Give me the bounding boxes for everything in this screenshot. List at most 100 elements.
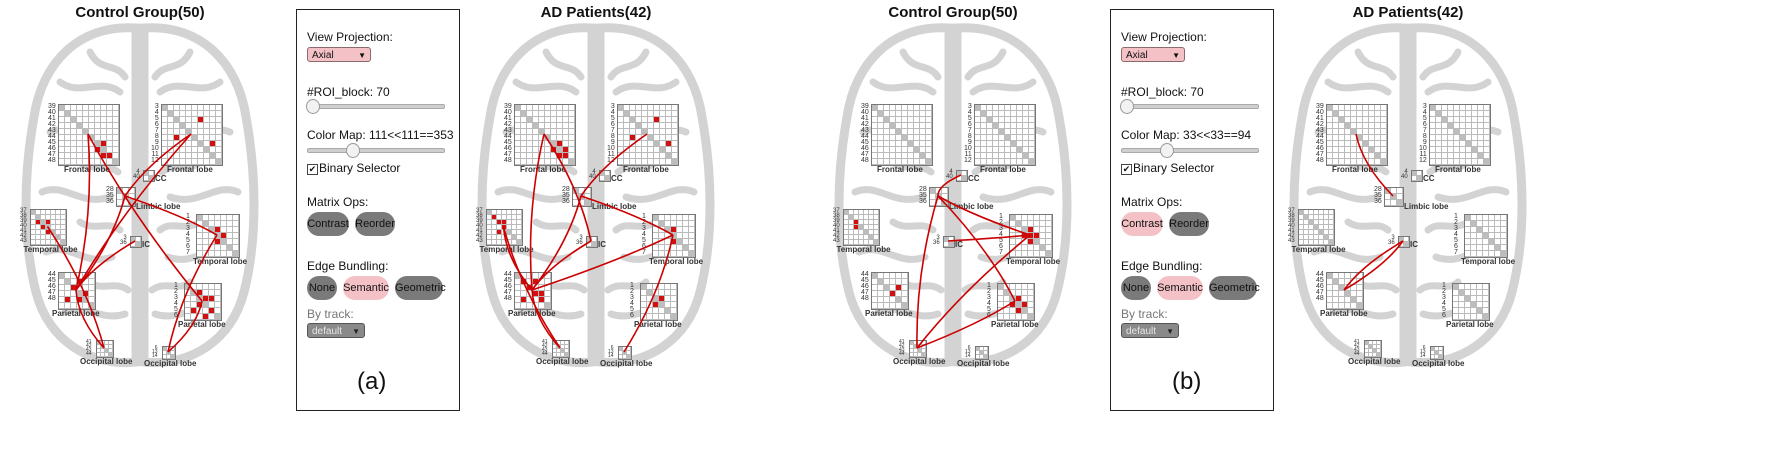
- ic-label: IC: [955, 240, 963, 249]
- parietal-left-matrix[interactable]: [871, 272, 909, 310]
- by-track-dropdown[interactable]: default ▼: [307, 323, 365, 338]
- roi-block-slider[interactable]: [306, 99, 445, 114]
- edge-occipital_left-parietal_left[interactable]: [75, 289, 105, 349]
- edge-limbic-frontal_right[interactable]: [580, 133, 648, 197]
- reorder-button[interactable]: Reorder: [355, 212, 395, 236]
- edge-occipital_right-temporal_right[interactable]: [167, 234, 218, 353]
- matrix-tick-labels: 37 38 39 40 41 42 43: [20, 208, 27, 244]
- bundling-semantic-button[interactable]: Semantic: [343, 276, 389, 300]
- temporal-left-matrix[interactable]: [1298, 209, 1335, 246]
- tick-label: 3: [1391, 235, 1395, 241]
- edge-limbic-temporal_right[interactable]: [937, 195, 1031, 236]
- temporal-left-matrix[interactable]: [843, 209, 880, 246]
- frontal-right-matrix[interactable]: [974, 104, 1036, 166]
- edge-occipital_right-temporal_right[interactable]: [623, 234, 674, 353]
- edge-limbic-temporal_right[interactable]: [124, 195, 218, 236]
- tick-label: 13: [152, 349, 158, 355]
- edge-limbic-frontal_right[interactable]: [124, 133, 192, 197]
- edge-parietal_left-ic[interactable]: [1343, 240, 1404, 291]
- edge-parietal_right-occipital_left[interactable]: [916, 300, 1016, 349]
- contrast-button[interactable]: Contrast: [307, 212, 349, 236]
- temporal-right-matrix[interactable]: [196, 214, 240, 258]
- edge-parietal_left-ic[interactable]: [1343, 240, 1404, 291]
- reorder-button[interactable]: Reorder: [1169, 212, 1209, 236]
- bundling-geometric-button[interactable]: Geometric: [395, 276, 446, 300]
- tick-label: 45: [1316, 277, 1324, 284]
- cc-matrix[interactable]: [1411, 170, 1423, 182]
- edge-temporal_left-parietal_left[interactable]: [502, 226, 533, 291]
- frontal-right-matrix[interactable]: [1429, 104, 1491, 166]
- ic-matrix[interactable]: [943, 236, 955, 248]
- tick-label: 4: [136, 169, 140, 175]
- occipital-right-matrix[interactable]: [1430, 346, 1444, 360]
- temporal-right-matrix[interactable]: [652, 214, 696, 258]
- parietal-right-matrix[interactable]: [640, 283, 678, 321]
- parietal-right-matrix[interactable]: [1452, 283, 1490, 321]
- view-projection-dropdown[interactable]: Axial ▼: [307, 47, 371, 62]
- edge-parietal_left-temporal_right[interactable]: [531, 234, 674, 291]
- tick-label: 44: [1316, 133, 1324, 140]
- occipital-right-matrix[interactable]: [162, 346, 176, 360]
- occipital-left-matrix[interactable]: [1364, 340, 1382, 358]
- occipital-right-matrix[interactable]: [975, 346, 989, 360]
- edge-frontal_left-parietal_right[interactable]: [87, 133, 203, 302]
- frontal-left-matrix[interactable]: [871, 104, 933, 166]
- edge-cc-limbic[interactable]: [937, 174, 962, 197]
- edge-parietal_left-limbic[interactable]: [75, 195, 126, 291]
- edge-frontal_left-parietal_left[interactable]: [75, 133, 91, 291]
- edge-parietal_left-limbic[interactable]: [531, 195, 582, 291]
- binary-selector-checkbox[interactable]: ✔: [1121, 164, 1132, 175]
- cc-matrix[interactable]: [599, 170, 611, 182]
- tick-label: 41: [542, 339, 548, 345]
- tick-label: 3: [174, 294, 178, 301]
- parietal-right-matrix[interactable]: [184, 283, 222, 321]
- view-projection-dropdown[interactable]: Axial ▼: [1121, 47, 1185, 62]
- edge-frontal_left-ic[interactable]: [543, 133, 592, 242]
- temporal-right-matrix[interactable]: [1464, 214, 1508, 258]
- edge-limbic-parietal_right[interactable]: [937, 195, 1016, 302]
- color-map-slider[interactable]: [1121, 143, 1259, 158]
- edge-occipital_left-temporal_left[interactable]: [502, 226, 561, 349]
- edge-parietal_left-ic[interactable]: [75, 240, 136, 291]
- bundling-geometric-button[interactable]: Geometric: [1209, 276, 1260, 300]
- slider-handle[interactable]: [1160, 143, 1174, 158]
- edge-limbic-temporal_right[interactable]: [580, 195, 674, 236]
- binary-selector-checkbox[interactable]: ✔: [307, 164, 318, 175]
- edge-occipital_left-parietal_left[interactable]: [531, 289, 561, 349]
- tick-label: 43: [476, 238, 483, 244]
- edge-parietal_left-frontal_right[interactable]: [75, 133, 192, 291]
- frontal-right-matrix[interactable]: [617, 104, 679, 166]
- parietal-right-matrix[interactable]: [997, 283, 1035, 321]
- roi-block-slider[interactable]: [1120, 99, 1259, 114]
- tick-label: 37: [476, 208, 483, 214]
- edge-ic-temporal_right[interactable]: [947, 234, 1031, 242]
- by-track-dropdown[interactable]: default ▼: [1121, 323, 1179, 338]
- tick-label: 45: [861, 139, 869, 146]
- contrast-button[interactable]: Contrast: [1121, 212, 1163, 236]
- color-map-slider[interactable]: [307, 143, 445, 158]
- ic-matrix[interactable]: [130, 236, 142, 248]
- bundling-semantic-button[interactable]: Semantic: [1157, 276, 1203, 300]
- tick-label: 48: [861, 295, 869, 302]
- edge-frontal_left-parietal_left[interactable]: [529, 133, 545, 291]
- temporal-left-matrix[interactable]: [30, 209, 67, 246]
- edge-occipital_right-parietal_right[interactable]: [167, 300, 203, 353]
- slider-handle[interactable]: [346, 143, 360, 158]
- bundling-none-button[interactable]: None: [307, 276, 337, 300]
- edge-temporal_left-occipital_left[interactable]: [46, 226, 105, 349]
- slider-handle[interactable]: [1120, 99, 1134, 114]
- slider-handle[interactable]: [306, 99, 320, 114]
- cc-matrix[interactable]: [956, 170, 968, 182]
- limbic-matrix[interactable]: [116, 187, 136, 207]
- parietal-right-label: Parietal lobe: [991, 320, 1039, 329]
- tick-label: 43: [899, 347, 905, 353]
- bundling-none-button[interactable]: None: [1121, 276, 1151, 300]
- edge-temporal_right-occipital_left[interactable]: [916, 234, 1031, 349]
- edge-frontal_left-limbic[interactable]: [1355, 133, 1394, 197]
- edge-parietal_left-ic[interactable]: [531, 240, 592, 291]
- edge-limbic-occipital_left[interactable]: [916, 195, 939, 349]
- tick-label: 5: [630, 306, 634, 313]
- occipital-right-matrix[interactable]: [618, 346, 632, 360]
